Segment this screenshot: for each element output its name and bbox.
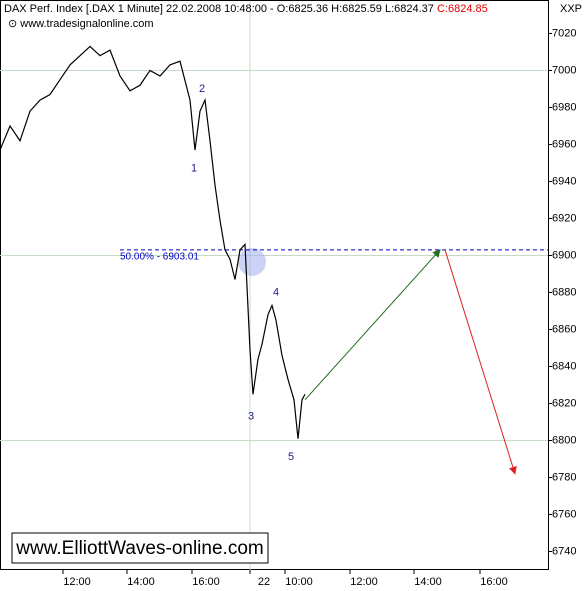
y-tick-label: 6940 xyxy=(552,175,576,187)
price-line xyxy=(0,45,306,439)
y-tick-label: 6900 xyxy=(552,249,576,261)
retracement-label: 50.00% - 6903.01 xyxy=(120,252,199,263)
wave-label: 4 xyxy=(273,286,279,298)
source: ⊙ www.tradesignalonline.com xyxy=(8,18,154,30)
y-tick-label: 6920 xyxy=(552,212,576,224)
y-tick-label: 6880 xyxy=(552,286,576,298)
close-label: C:6824.85 xyxy=(437,3,488,15)
highlight-circle xyxy=(238,248,266,276)
source-text: www.tradesignalonline.com xyxy=(19,18,153,30)
x-tick-label: 14:00 xyxy=(127,576,155,588)
projection-arrow xyxy=(304,249,441,401)
wave-label: 5 xyxy=(288,451,294,463)
x-tick-label: 22 xyxy=(258,576,270,588)
x-tick-label: 16:00 xyxy=(480,576,508,588)
y-tick-label: 7020 xyxy=(552,27,576,39)
x-tick-label: 14:00 xyxy=(414,576,442,588)
y-tick-label: 6860 xyxy=(552,323,576,335)
wave-label: 1 xyxy=(191,162,197,174)
x-tick-label: 12:00 xyxy=(350,576,378,588)
wave-label: 2 xyxy=(199,83,205,95)
y-tick-label: 6780 xyxy=(552,471,576,483)
x-tick-label: 10:00 xyxy=(285,576,313,588)
x-tick-label: 16:00 xyxy=(192,576,220,588)
header-text: DAX Perf. Index [.DAX 1 Minute] 22.02.20… xyxy=(4,3,434,15)
watermark-box xyxy=(11,532,269,564)
x-tick-label: 12:00 xyxy=(63,576,91,588)
y-tick-label: 6980 xyxy=(552,101,576,113)
header: DAX Perf. Index [.DAX 1 Minute] 22.02.20… xyxy=(4,3,488,15)
y-tick-label: 6840 xyxy=(552,360,576,372)
y-tick-label: 6800 xyxy=(552,434,576,446)
y-tick-label: 6760 xyxy=(552,508,576,520)
wave-label: 3 xyxy=(248,410,254,422)
y-tick-label: 6960 xyxy=(552,138,576,150)
y-tick-label: 6740 xyxy=(552,545,576,557)
y-tick-label: 7000 xyxy=(552,64,576,76)
corner-label: XXP xyxy=(560,3,582,15)
plot-frame xyxy=(0,0,549,570)
projection-arrow xyxy=(444,249,517,475)
watermark: www.ElliottWaves-online.com xyxy=(15,538,263,559)
y-tick-label: 6820 xyxy=(552,397,576,409)
